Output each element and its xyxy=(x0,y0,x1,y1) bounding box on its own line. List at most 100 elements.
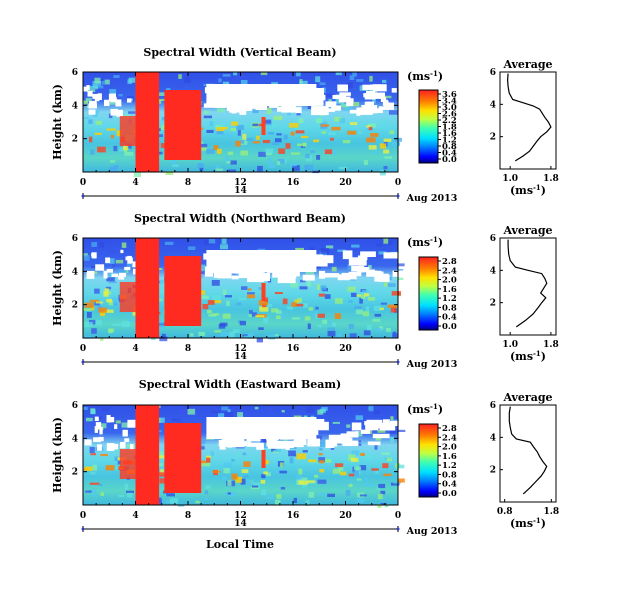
heatmap-cell xyxy=(220,244,228,250)
heatmap-cell xyxy=(319,492,326,496)
date-marker-label: 14 xyxy=(234,186,247,196)
missing-data-cell xyxy=(349,109,365,114)
heatmap-cell xyxy=(231,459,235,462)
heatmap-cell xyxy=(158,430,162,433)
heatmap-cell xyxy=(216,148,222,154)
heatmap-cell xyxy=(108,328,115,333)
colorbar-tick-label: 2.0 xyxy=(442,443,457,453)
heatmap-cell xyxy=(178,409,188,414)
heatmap-cell xyxy=(351,244,360,248)
heatmap-cell xyxy=(325,245,334,249)
heatmap-cell xyxy=(360,294,366,299)
heatmap-cell xyxy=(317,284,321,290)
missing-data-cell xyxy=(307,438,320,447)
heatmap-cell xyxy=(212,470,221,473)
heatmap-cell xyxy=(346,82,353,89)
heatmap-cell xyxy=(258,151,266,157)
heatmap-cell xyxy=(165,171,174,175)
missing-data-cell xyxy=(124,438,130,443)
heatmap-cell xyxy=(84,466,93,471)
heatmap-cell xyxy=(347,130,357,135)
average-profile-line xyxy=(507,239,548,328)
y-tick-label: 4 xyxy=(72,101,78,111)
heatmap-eastward xyxy=(83,405,406,508)
y-tick-label: 4 xyxy=(72,267,78,277)
heatmap-cell xyxy=(341,104,350,107)
heatmap-cell xyxy=(200,442,205,447)
missing-data-cell xyxy=(367,441,381,446)
missing-data-cell xyxy=(295,107,302,114)
heatmap-cell xyxy=(280,487,286,490)
heatmap-cell xyxy=(298,480,309,485)
colorbar-tick-label: 2.8 xyxy=(442,424,457,434)
missing-data-cell xyxy=(362,84,377,91)
heatmap-cell xyxy=(241,286,248,290)
heatmap-cell xyxy=(156,298,163,302)
heatmap-cell xyxy=(237,412,243,418)
missing-data-cell xyxy=(255,102,267,110)
heatmap-cell xyxy=(252,305,258,308)
heatmap-cell xyxy=(112,264,116,268)
heatmap-cell xyxy=(161,333,166,338)
missing-data-cell xyxy=(338,96,351,103)
heatmap-cell xyxy=(97,416,103,419)
missing-data-cell xyxy=(334,437,353,444)
missing-data-cell xyxy=(118,272,127,277)
heatmap-cell xyxy=(213,300,222,304)
heatmap-cell xyxy=(89,136,93,143)
missing-data-cell xyxy=(94,416,99,421)
heatmap-cell xyxy=(322,319,327,324)
heatmap-cell xyxy=(88,489,97,493)
heatmap-cell xyxy=(199,290,206,295)
x-tick-label: 20 xyxy=(339,344,352,354)
heatmap-cell xyxy=(102,407,109,411)
missing-data-cell xyxy=(106,443,115,451)
heatmap-cell xyxy=(100,423,107,429)
heatmap-cell xyxy=(221,406,229,411)
heatmap-cell xyxy=(314,474,319,478)
heatmap-cell xyxy=(324,149,333,155)
missing-data-cell xyxy=(337,84,348,92)
heatmap-cell xyxy=(276,310,282,314)
missing-data-cell xyxy=(267,441,286,449)
heatmap-cell xyxy=(121,321,131,327)
x-tick-label: 20 xyxy=(339,511,352,521)
average-profile-line xyxy=(508,406,548,495)
heatmap-cell xyxy=(105,286,112,290)
heatmap-cell xyxy=(273,115,283,121)
heatmap-cell xyxy=(380,120,388,124)
colorbar-tick-label: 1.6 xyxy=(442,129,457,139)
heatmap-cell xyxy=(203,115,212,119)
heatmap-cell xyxy=(384,156,392,159)
heatmap-cell xyxy=(208,239,216,244)
heatmap-cell xyxy=(353,471,359,476)
heatmap-cell xyxy=(291,317,300,320)
heatmap-cell xyxy=(222,313,231,319)
missing-data-cell xyxy=(357,255,368,260)
high-width-column xyxy=(119,282,136,312)
heatmap-cell xyxy=(316,118,322,124)
heatmap-cell xyxy=(90,149,95,155)
heatmap-cell xyxy=(342,140,351,144)
heatmap-cell xyxy=(229,331,235,338)
heatmap-cell xyxy=(242,334,248,337)
heatmap-cell xyxy=(201,295,209,300)
heatmap-cell xyxy=(346,424,351,428)
heatmap-cell xyxy=(305,155,312,162)
heatmap-cell xyxy=(211,410,220,414)
heatmap-cell xyxy=(343,106,352,111)
heatmap-cell xyxy=(248,310,253,314)
colorbar-unit-label: (ms-1) xyxy=(407,235,443,249)
missing-data-cell xyxy=(370,84,385,88)
colorbar-unit-label: (ms-1) xyxy=(407,402,443,416)
y-tick-label: 6 xyxy=(72,68,78,78)
heatmap-cell xyxy=(115,448,119,455)
heatmap-cell xyxy=(218,78,222,83)
heatmap-cell xyxy=(373,305,381,311)
missing-data-cell xyxy=(127,98,132,103)
heatmap-cell xyxy=(352,466,356,473)
high-width-column xyxy=(164,423,202,493)
colorbar-tick-label: 0.4 xyxy=(442,480,457,490)
missing-data-cell xyxy=(383,419,390,424)
missing-data-cell xyxy=(127,419,136,428)
